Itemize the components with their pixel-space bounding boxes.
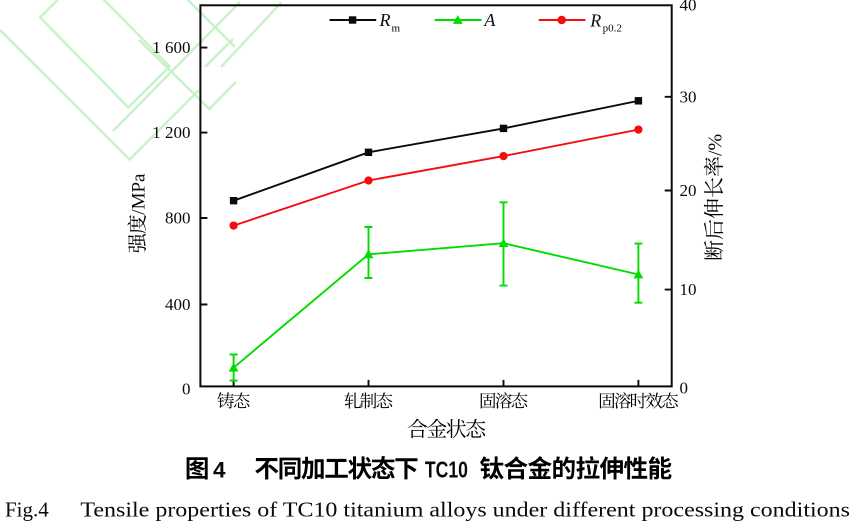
svg-text:40: 40 [680, 0, 697, 14]
svg-text:0: 0 [680, 379, 689, 398]
svg-text:R: R [379, 10, 391, 30]
svg-text:R: R [589, 11, 601, 31]
svg-text:10: 10 [680, 280, 697, 299]
svg-text:/MPa: /MPa [129, 173, 150, 215]
svg-text:m: m [392, 22, 401, 34]
svg-text:30: 30 [680, 87, 697, 106]
svg-text:1 600: 1 600 [152, 38, 190, 57]
svg-text:A: A [483, 10, 496, 30]
svg-text:Tensile properties of TC10 tit: Tensile properties of TC10 titanium allo… [80, 498, 850, 522]
svg-text:p0.2: p0.2 [603, 23, 622, 35]
svg-text:4: 4 [213, 457, 226, 482]
svg-text:1 200: 1 200 [152, 123, 190, 142]
svg-text:0: 0 [182, 380, 191, 399]
svg-text:TC10: TC10 [425, 456, 468, 482]
svg-text:/%: /% [705, 134, 727, 156]
svg-text:400: 400 [165, 295, 191, 314]
svg-text:Fig.4: Fig.4 [5, 498, 49, 522]
svg-text:20: 20 [680, 181, 697, 200]
svg-text:800: 800 [165, 209, 191, 228]
